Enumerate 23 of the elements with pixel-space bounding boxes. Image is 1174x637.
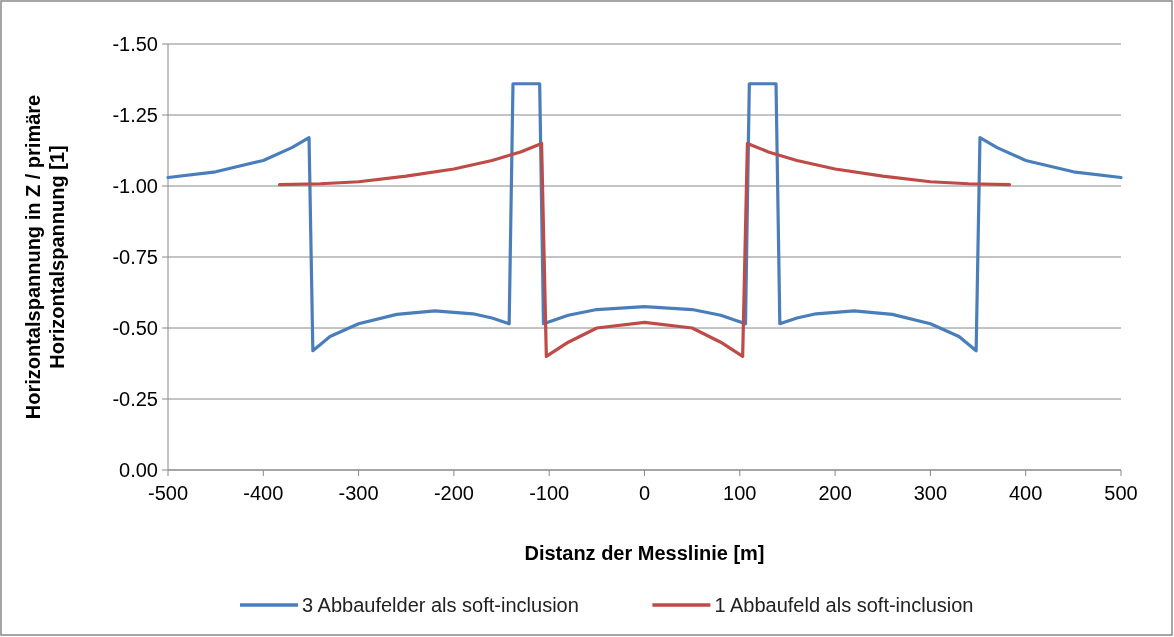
line-series	[277, 141, 1012, 358]
x-tick-label: -400	[243, 482, 284, 504]
y-tick-label: -0.75	[112, 246, 158, 268]
x-tick-label: -300	[338, 482, 379, 504]
y-tick-label: 0.00	[119, 459, 158, 481]
x-tick-label: 500	[1104, 482, 1138, 504]
y-tick-label: -1.00	[112, 175, 158, 197]
x-axis-title: Distanz der Messlinie [m]	[524, 542, 765, 564]
legend-label: 3 Abbaufelder als soft-inclusion	[302, 594, 579, 616]
x-tick-label: 300	[913, 482, 948, 504]
y-tick-label: -1.25	[112, 104, 158, 126]
x-tick-label: -100	[529, 482, 570, 504]
x-tick-label: 100	[723, 482, 757, 504]
x-tick-label: 200	[818, 482, 852, 504]
y-tick-label: -0.25	[112, 388, 158, 410]
x-tick-label: -500	[147, 482, 189, 504]
y-tick-label: -1.50	[112, 33, 158, 55]
y-tick-label: -0.50	[112, 317, 158, 339]
x-tick-label: 400	[1009, 482, 1043, 504]
x-tick-label: 0	[638, 482, 651, 504]
legend-label: 1 Abbaufeld als soft-inclusion	[714, 594, 974, 616]
x-tick-label: -200	[433, 482, 474, 504]
y-axis-title: Horizontalspannung in Z / primäre Horizontalspannung [1]	[22, 94, 68, 420]
